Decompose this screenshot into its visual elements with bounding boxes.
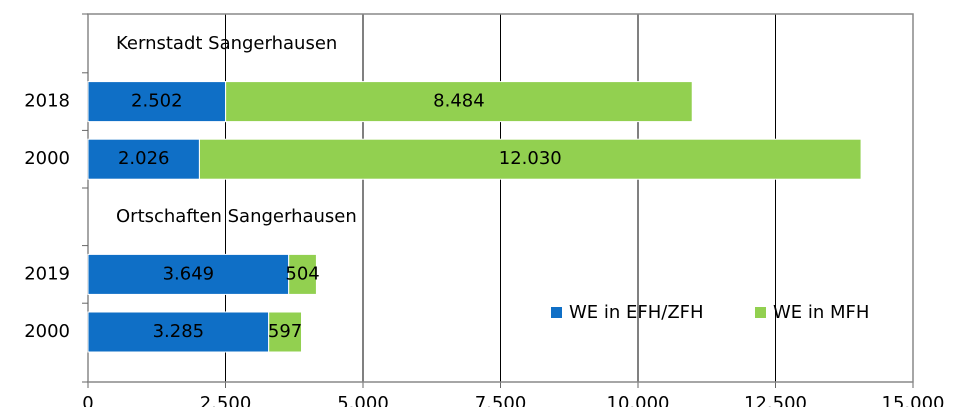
y-tick-label: 2000 xyxy=(24,148,70,169)
legend-swatch xyxy=(551,307,562,318)
y-tick-label: 2019 xyxy=(24,263,70,284)
data-label: 12.030 xyxy=(499,148,562,169)
y-tick-label: 2000 xyxy=(24,321,70,342)
data-label: 3.649 xyxy=(163,263,215,284)
bar xyxy=(87,253,290,295)
bar xyxy=(268,311,303,353)
x-tick-label: 15.000 xyxy=(882,393,945,407)
group-heading: Ortschaften Sangerhausen xyxy=(116,206,357,227)
x-tick-label: 0 xyxy=(82,393,93,407)
data-label: 2.026 xyxy=(118,148,170,169)
bar xyxy=(288,253,317,295)
group-heading: Kernstadt Sangerhausen xyxy=(116,33,337,54)
x-tick-label: 10.000 xyxy=(607,393,670,407)
data-label: 2.502 xyxy=(131,91,183,112)
data-label: 504 xyxy=(285,263,319,284)
data-label: 3.285 xyxy=(153,321,205,342)
y-tick-label: 2018 xyxy=(24,91,70,112)
x-tick-label: 2.500 xyxy=(200,393,252,407)
x-tick-label: 7.500 xyxy=(475,393,527,407)
bar xyxy=(225,81,693,123)
x-tick-label: 12.500 xyxy=(744,393,807,407)
plot-border xyxy=(87,13,914,383)
legend-label: WE in EFH/ZFH xyxy=(569,302,704,323)
legend-swatch xyxy=(755,307,766,318)
data-label: 597 xyxy=(268,321,302,342)
bar xyxy=(87,311,270,353)
legend-label: WE in MFH xyxy=(773,302,869,323)
data-label: 8.484 xyxy=(433,91,485,112)
x-tick-label: 5.000 xyxy=(337,393,389,407)
bar xyxy=(198,138,862,180)
bar xyxy=(87,81,227,123)
